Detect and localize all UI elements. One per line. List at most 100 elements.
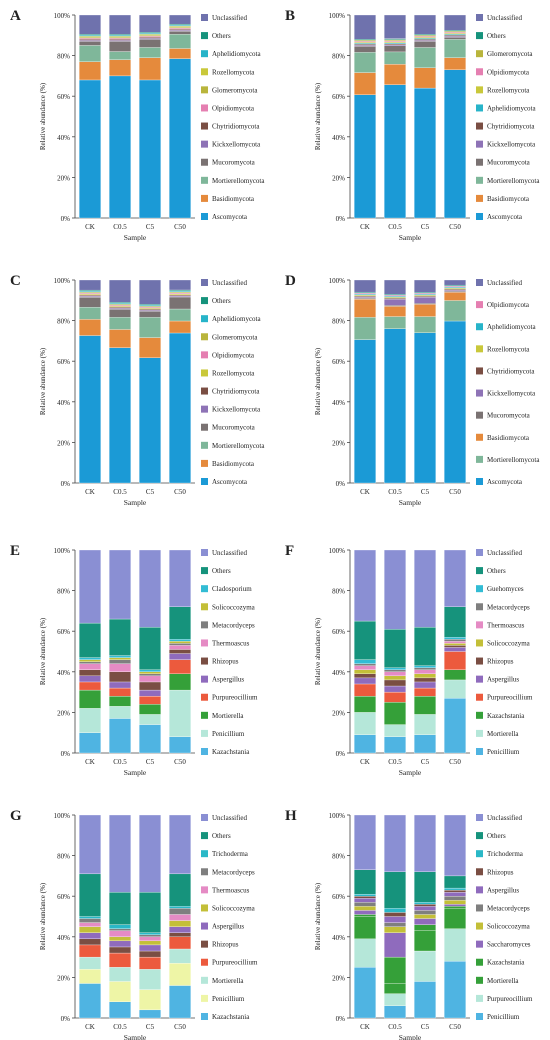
bar-segment-aspergillus <box>169 926 191 933</box>
panel-c: C 0% 20% 40% 60% 80% 100% Relative abundance (%… <box>10 273 265 507</box>
bar-segment-purpureocillium <box>109 687 131 697</box>
bar-segment-others <box>109 891 131 925</box>
bar-segment-olpidiomycota <box>79 292 101 295</box>
bar-segment-solicoccozyma <box>109 657 131 660</box>
legend-swatch <box>201 423 208 431</box>
legend-swatch <box>201 850 208 858</box>
legend-label: Olpidiomycota <box>212 351 255 359</box>
bar-segment-others <box>384 629 406 668</box>
bar-segment-cladosporium <box>169 639 191 642</box>
x-tick-label: C0.5 <box>388 223 402 231</box>
bar-segment-rhizopus <box>444 889 466 893</box>
bar-segment-chytridiomycota <box>109 307 131 309</box>
bar-segment-unclassified <box>139 549 161 628</box>
legend-label: Mortierellomycota <box>212 177 265 185</box>
y-tick-label: 80% <box>332 588 345 596</box>
legend-swatch <box>476 1013 483 1020</box>
x-tick-label: C50 <box>174 758 186 766</box>
bar-segment-rozellomycota <box>79 293 101 296</box>
bar-segment-aphelidiomycota <box>139 305 161 307</box>
bar-segment-olpidiomycota <box>444 286 466 288</box>
legend-swatch <box>201 140 208 148</box>
bar-segment-guehomyces <box>414 665 436 668</box>
bar-segment-unclassified <box>79 14 101 35</box>
bar-segment-others <box>414 292 436 294</box>
legend-swatch <box>201 639 208 647</box>
legend-swatch <box>201 387 208 395</box>
bar-segment-solicoccozyma <box>444 900 466 905</box>
bar-segment-ascomycota <box>109 75 131 219</box>
bar-segment-mortierella <box>139 704 161 715</box>
bar-segment-olpidiomycota <box>139 36 161 38</box>
panel-label: C <box>10 273 21 289</box>
legend-swatch <box>476 86 483 94</box>
legend-swatch <box>476 693 483 701</box>
bar-segment-others <box>414 626 436 666</box>
legend-swatch <box>201 176 208 184</box>
legend-swatch <box>201 213 208 220</box>
bar-segment-guehomyces <box>384 667 406 670</box>
y-tick-label: 20% <box>57 709 70 717</box>
legend-swatch <box>476 455 483 463</box>
legend-label: Rozellomycota <box>487 345 530 353</box>
legend-swatch <box>201 158 208 166</box>
bar-segment-metacordyceps <box>79 918 101 923</box>
bar-segment-unclassified <box>169 549 191 607</box>
legend-label: Kazachstania <box>212 748 250 756</box>
bar-segment-kickxellomycota <box>354 297 376 299</box>
legend-swatch <box>476 567 483 575</box>
y-tick-label: 40% <box>332 934 345 942</box>
bar-segment-rozellomycota <box>169 26 191 28</box>
bar-segment-unclassified <box>79 549 101 624</box>
y-axis-title: Relative abundance (%) <box>314 617 322 685</box>
legend-swatch <box>476 940 483 948</box>
legend-swatch <box>201 104 208 112</box>
bar-segment-others <box>79 873 101 917</box>
legend-label: Trichoderma <box>487 850 524 858</box>
bar-segment-unclassified <box>109 549 131 620</box>
y-tick-label: 20% <box>57 174 70 182</box>
legend-label: Kickxellomycota <box>212 406 261 414</box>
legend-swatch <box>201 621 208 629</box>
bar-segment-metacordyceps <box>414 910 436 915</box>
legend-swatch <box>476 367 483 375</box>
bar-segment-metacordyceps <box>354 663 376 666</box>
bar-segment-purpureocillium <box>384 691 406 703</box>
bar-segment-aphelidiomycota <box>79 35 101 37</box>
bar-segment-ascomycota <box>384 328 406 484</box>
bar-segment-trichoderma <box>139 932 161 935</box>
legend-label: Chytridiomycota <box>212 123 260 131</box>
bar-segment-chytridiomycota <box>109 39 131 41</box>
y-tick-label: 100% <box>329 812 346 820</box>
bar-segment-mortierella <box>354 916 376 939</box>
bar-segment-trichoderma <box>354 894 376 897</box>
bar-segment-rozellomycota <box>444 288 466 290</box>
legend-label: Unclassified <box>212 549 247 557</box>
bar-segment-basidiomycota <box>109 59 131 77</box>
panel-label: G <box>10 808 22 824</box>
y-tick-label: 20% <box>332 174 345 182</box>
bar-segment-mortierella <box>384 724 406 737</box>
y-axis-title: Relative abundance (%) <box>39 882 47 950</box>
x-tick-label: C5 <box>421 488 430 496</box>
bar-segment-ascomycota <box>169 58 191 219</box>
bar-segment-others <box>444 30 466 32</box>
legend-swatch <box>201 68 208 76</box>
bar-segment-ascomycota <box>384 84 406 219</box>
bar-segment-saccharomyces <box>414 918 436 925</box>
bar-segment-others <box>139 32 161 34</box>
legend-label: Basidiomycota <box>212 195 255 203</box>
bar-segment-kazachstania <box>384 702 406 725</box>
legend-swatch <box>201 194 208 202</box>
legend-label: Aphelidiomycota <box>212 315 261 323</box>
bar-segment-metacordyceps <box>354 902 376 907</box>
bar-segment-saccharomyces <box>384 932 406 958</box>
bar-segment-metacordyceps <box>109 928 131 931</box>
bar-segment-thermoascus <box>384 671 406 677</box>
bar-segment-mortierellomycota <box>169 308 191 322</box>
x-tick-label: C5 <box>421 758 430 766</box>
bar-segment-mucoromycota <box>79 41 101 46</box>
legend-label: Mortierellomycota <box>212 442 265 450</box>
x-tick-label: C50 <box>449 758 461 766</box>
